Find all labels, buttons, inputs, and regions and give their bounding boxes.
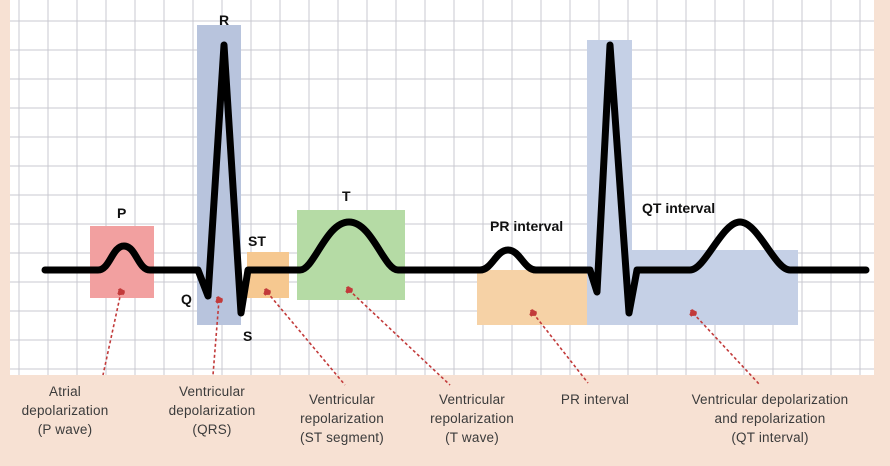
caption-line: (QT interval) — [731, 430, 809, 445]
caption-line: PR interval — [560, 392, 630, 407]
leader-dot-qrs — [215, 296, 223, 304]
caption-line: repolarization — [430, 411, 514, 426]
caption-line: repolarization — [300, 411, 384, 426]
caption-line: (P wave) — [37, 422, 93, 437]
caption-line: Ventricular — [439, 392, 505, 407]
label-r: R — [219, 12, 230, 28]
leader-line-st — [266, 291, 346, 386]
leader-dot-st — [263, 288, 271, 296]
leader-line-t — [348, 289, 451, 386]
label-p: P — [117, 205, 127, 221]
leader-line-pr — [532, 312, 589, 384]
caption-qt-interval: Ventricular depolarization and repolariz… — [664, 390, 876, 447]
caption-st-segment: Ventricular repolarization (ST segment) — [282, 390, 402, 447]
caption-line: (ST segment) — [300, 430, 384, 445]
qt-interval-box-main — [632, 250, 798, 325]
leader-dot-pr — [529, 309, 537, 317]
leader-dot-qt — [689, 309, 697, 317]
caption-line: depolarization — [21, 403, 109, 418]
p-wave-box — [90, 226, 154, 298]
caption-line: Atrial — [49, 384, 81, 399]
leader-dot-t — [345, 286, 353, 294]
label-pr-interval: PR interval — [490, 218, 564, 234]
label-qt-interval: QT interval — [642, 200, 716, 216]
caption-line: Ventricular — [309, 392, 375, 407]
caption-line: (T wave) — [445, 430, 499, 445]
label-t: T — [342, 188, 351, 204]
caption-line: depolarization — [168, 403, 256, 418]
caption-line: Ventricular depolarization — [691, 392, 849, 407]
leader-dot-p — [117, 288, 125, 296]
caption-pr-interval: PR interval — [540, 390, 650, 409]
caption-t-wave: Ventricular repolarization (T wave) — [412, 390, 532, 447]
pr-interval-box — [477, 270, 587, 325]
caption-line: and repolarization — [714, 411, 826, 426]
label-st: ST — [248, 233, 266, 249]
caption-qrs: Ventricular depolarization (QRS) — [152, 382, 272, 439]
caption-line: (QRS) — [192, 422, 232, 437]
caption-p-wave: Atrial depolarization (P wave) — [10, 382, 120, 439]
label-q: Q — [181, 291, 192, 307]
caption-line: Ventricular — [179, 384, 245, 399]
leader-lines — [102, 286, 761, 386]
label-s: S — [243, 328, 253, 344]
ecg-trace — [41, 41, 870, 317]
leader-line-qrs — [212, 299, 220, 376]
